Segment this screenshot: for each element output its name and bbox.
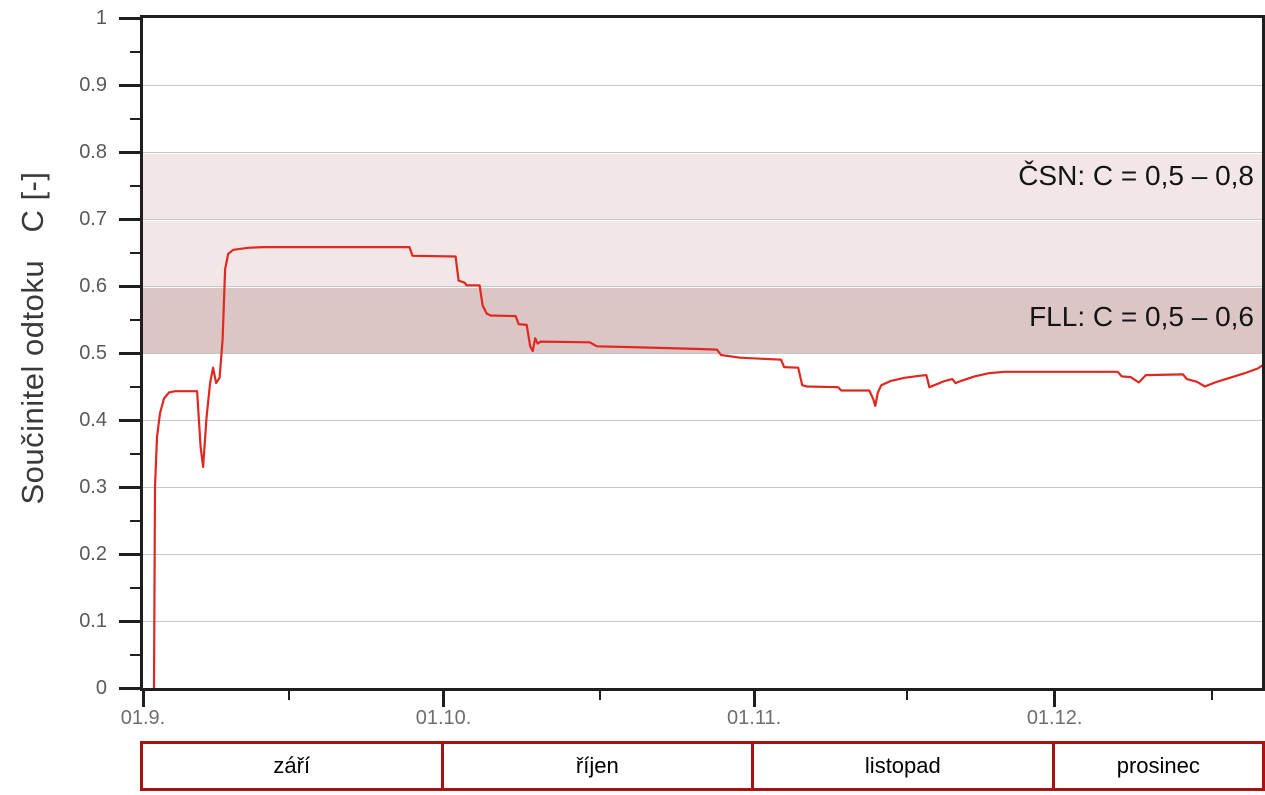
gridline <box>143 285 1262 287</box>
x-tick-label: 01.12. <box>1026 707 1083 729</box>
month-cell-září: září <box>143 744 444 788</box>
y-major-tick <box>119 16 143 20</box>
month-label: říjen <box>575 753 619 778</box>
y-major-tick <box>119 83 143 87</box>
y-tick-label: 0.6 <box>79 275 107 297</box>
month-cell-prosinec: prosinec <box>1054 744 1262 788</box>
gridline <box>143 620 1262 622</box>
y-tick-label: 0.7 <box>79 208 107 230</box>
gridline <box>143 419 1262 421</box>
gridline <box>143 352 1262 354</box>
fll-band-annotation: FLL: C = 0,5 – 0,6 <box>1029 301 1254 332</box>
month-cell-říjen: říjen <box>443 744 755 788</box>
y-tick-label: 0.5 <box>79 342 107 364</box>
y-major-tick <box>119 217 143 221</box>
x-minor-tick <box>598 688 601 700</box>
gridline <box>143 151 1262 153</box>
y-major-tick <box>119 686 143 690</box>
y-minor-tick <box>130 318 143 321</box>
x-major-tick <box>1053 688 1057 707</box>
y-minor-tick <box>130 586 143 589</box>
month-label: září <box>273 753 311 778</box>
band-fll <box>143 286 1262 353</box>
x-tick-label: 01.9. <box>120 707 166 729</box>
y-major-tick <box>119 619 143 623</box>
x-minor-tick <box>1210 688 1213 700</box>
y-tick-label: 0.8 <box>79 141 107 163</box>
x-tick-label: 01.11. <box>727 707 782 729</box>
csn-band-annotation: ČSN: C = 0,5 – 0,8 <box>1018 160 1254 191</box>
y-minor-tick <box>130 251 143 254</box>
gridline <box>143 84 1262 86</box>
month-label: listopad <box>864 753 941 778</box>
y-tick-label: 0.3 <box>79 476 107 498</box>
y-major-tick <box>119 284 143 288</box>
series-line <box>152 246 1262 688</box>
y-tick-label: 0.2 <box>79 543 107 565</box>
y-tick-label: 0 <box>95 677 107 699</box>
y-major-tick <box>119 552 143 556</box>
y-tick-label: 1 <box>95 7 107 29</box>
x-minor-tick <box>906 688 909 700</box>
x-major-tick <box>141 688 145 707</box>
y-major-tick <box>119 485 143 489</box>
month-label: prosinec <box>1116 753 1200 778</box>
y-minor-tick <box>130 184 143 187</box>
plot-area: ČSN: C = 0,5 – 0,8 FLL: C = 0,5 – 0,6 <box>140 15 1265 691</box>
y-minor-tick <box>130 519 143 522</box>
y-minor-tick <box>130 653 143 656</box>
y-minor-tick <box>130 117 143 120</box>
x-tick-label: 01.10. <box>415 707 472 729</box>
y-tick-label: 0.9 <box>79 74 107 96</box>
y-minor-tick <box>130 452 143 455</box>
month-cell-listopad: listopad <box>754 744 1055 788</box>
x-major-tick <box>442 688 446 707</box>
x-major-tick <box>752 688 756 707</box>
gridline <box>143 486 1262 488</box>
y-major-tick <box>119 418 143 422</box>
y-minor-tick <box>130 50 143 53</box>
gridline <box>143 218 1262 220</box>
x-minor-tick <box>288 688 291 700</box>
month-band: září říjen listopad prosinec <box>140 741 1265 791</box>
y-major-tick <box>119 351 143 355</box>
y-minor-tick <box>130 385 143 388</box>
gridline <box>143 553 1262 555</box>
y-major-tick <box>119 150 143 154</box>
y-tick-label: 0.4 <box>79 409 107 431</box>
y-tick-label: 0.1 <box>79 610 107 632</box>
